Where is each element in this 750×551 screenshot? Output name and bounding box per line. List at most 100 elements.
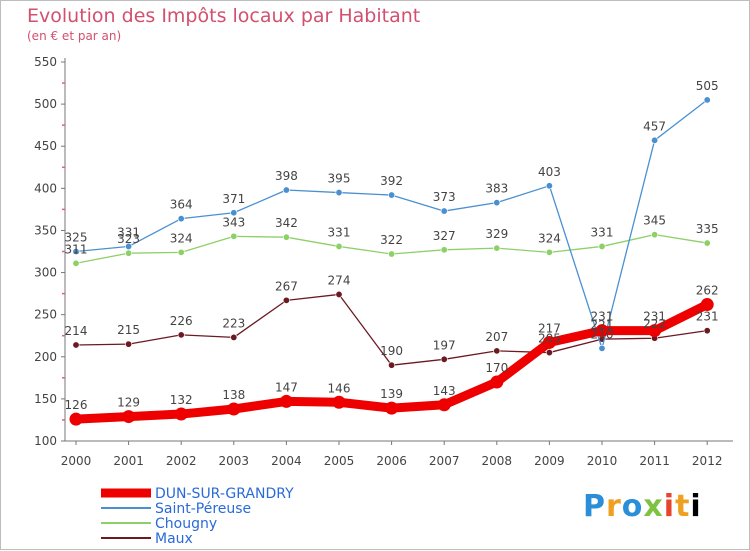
data-label: 505 (696, 79, 719, 93)
data-point (125, 340, 133, 348)
data-label: 231 (643, 310, 666, 324)
proxiti-logo: Proxiti (583, 489, 702, 524)
data-point (440, 207, 448, 215)
y-tick-label: 550 (34, 55, 57, 69)
x-tick-label: 2005 (324, 454, 355, 468)
data-point (545, 248, 553, 256)
data-point (174, 407, 188, 421)
data-point (437, 398, 451, 412)
data-label: 170 (485, 361, 508, 375)
data-point (703, 327, 711, 335)
data-label: 324 (538, 231, 561, 245)
data-label: 331 (591, 225, 614, 239)
data-point (493, 199, 501, 207)
data-point (651, 231, 659, 239)
data-point (282, 186, 290, 194)
data-label: 262 (696, 284, 719, 298)
data-label: 383 (485, 182, 508, 196)
data-label: 222 (643, 317, 666, 331)
chart-title: Evolution des Impôts locaux par Habitant (27, 5, 421, 27)
data-point (388, 361, 396, 369)
data-label: 395 (328, 172, 351, 186)
data-point (230, 209, 238, 217)
data-point (598, 242, 606, 250)
data-label: 126 (65, 398, 88, 412)
logo-letter: i (663, 489, 676, 524)
data-point (648, 324, 662, 338)
data-point (703, 239, 711, 247)
data-label: 322 (380, 233, 403, 247)
data-label: 274 (328, 273, 351, 287)
y-tick-label: 200 (34, 350, 57, 364)
data-point (542, 335, 556, 349)
x-tick-label: 2006 (376, 454, 407, 468)
y-tick-label: 350 (34, 223, 57, 237)
data-label: 205 (538, 332, 561, 346)
data-point (385, 401, 399, 415)
data-label: 403 (538, 165, 561, 179)
x-tick-label: 2002 (166, 454, 197, 468)
data-label: 231 (591, 310, 614, 324)
data-point (335, 189, 343, 197)
data-point (177, 215, 185, 223)
data-label: 207 (485, 330, 508, 344)
data-label: 214 (65, 324, 88, 338)
x-tick-label: 2003 (219, 454, 250, 468)
logo-letter: i (690, 489, 702, 524)
logo-letter: P (583, 489, 606, 524)
logo-letter: r (606, 489, 622, 524)
data-point (69, 412, 83, 426)
x-tick-label: 2004 (271, 454, 302, 468)
data-point (700, 298, 714, 312)
data-label: 323 (117, 232, 140, 246)
data-label: 215 (117, 323, 140, 337)
data-label: 342 (275, 216, 298, 230)
data-point (490, 375, 504, 389)
data-point (177, 248, 185, 256)
data-point (595, 324, 609, 338)
data-label: 345 (643, 214, 666, 228)
data-label: 226 (170, 314, 193, 328)
data-label: 217 (538, 321, 561, 335)
data-point (545, 182, 553, 190)
data-point (282, 296, 290, 304)
x-tick-label: 2001 (113, 454, 144, 468)
x-tick-label: 2011 (639, 454, 670, 468)
data-label: 197 (433, 338, 456, 352)
data-label: 329 (485, 227, 508, 241)
data-label: 311 (65, 242, 88, 256)
data-label: 331 (117, 225, 140, 239)
data-point (440, 355, 448, 363)
data-label: 267 (275, 279, 298, 293)
data-point (598, 344, 606, 352)
y-tick-label: 450 (34, 139, 57, 153)
logo-letter: o (621, 489, 644, 524)
chart-subtitle: (en € et par an) (27, 29, 122, 43)
data-point (493, 244, 501, 252)
y-tick-label: 500 (34, 97, 57, 111)
data-label: 138 (222, 388, 245, 402)
data-point (122, 410, 136, 424)
logo-letter: t (675, 489, 691, 524)
data-point (651, 136, 659, 144)
x-tick-label: 2012 (692, 454, 723, 468)
legend-label: DUN-SUR-GRANDRY (155, 486, 294, 502)
data-point (279, 394, 293, 408)
data-point (493, 347, 501, 355)
data-label: 398 (275, 169, 298, 183)
y-tick-label: 400 (34, 181, 57, 195)
data-point (332, 395, 346, 409)
data-label: 335 (696, 222, 719, 236)
data-label: 210 (591, 327, 614, 341)
x-tick-label: 2007 (429, 454, 460, 468)
data-label: 139 (380, 387, 403, 401)
data-label: 457 (643, 119, 666, 133)
data-point (388, 191, 396, 199)
data-label: 223 (222, 316, 245, 330)
data-point (177, 331, 185, 339)
logo-letter: x (643, 489, 664, 524)
data-point (335, 290, 343, 298)
legend-label: Saint-Péreuse (155, 501, 251, 517)
